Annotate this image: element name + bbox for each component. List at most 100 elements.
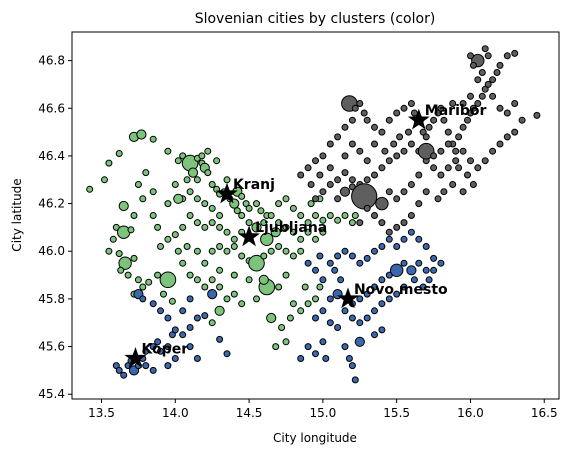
point-gray	[393, 109, 401, 117]
point-blue	[164, 362, 172, 370]
point-green	[139, 195, 147, 203]
point-green	[179, 259, 187, 267]
point-green	[275, 243, 283, 250]
point-gray	[393, 195, 401, 203]
point-green	[134, 181, 142, 188]
point-green	[319, 228, 327, 236]
city-labels: Maribor Kranj Ljubljana Novo mesto Koper	[141, 103, 486, 357]
point-blue	[407, 228, 415, 236]
point-gray	[459, 123, 467, 131]
point-blue	[115, 366, 123, 374]
point-green	[238, 252, 246, 260]
point-gray	[385, 228, 393, 236]
point-blue	[304, 343, 312, 351]
point-green	[105, 247, 113, 255]
point-gray	[371, 123, 378, 131]
point-gray	[440, 188, 448, 196]
point-blue	[322, 355, 330, 362]
point-blue	[312, 314, 319, 322]
point-green	[208, 276, 216, 284]
point-gray	[375, 196, 389, 211]
point-gray	[417, 142, 435, 160]
point-blue	[297, 355, 305, 362]
point-blue	[410, 276, 418, 284]
x-tick-label: 14.5	[236, 406, 263, 420]
point-green	[142, 169, 150, 177]
point-green	[245, 219, 253, 227]
point-blue	[400, 235, 408, 243]
point-blue	[422, 243, 430, 250]
point-green	[213, 157, 221, 165]
point-blue	[371, 331, 378, 339]
point-gray	[351, 104, 359, 112]
point-gray	[444, 164, 452, 172]
point-gray	[449, 100, 457, 107]
point-green	[258, 274, 269, 285]
point-gray	[478, 69, 486, 76]
point-gray	[464, 171, 471, 179]
point-gray	[511, 100, 519, 107]
x-tick-label: 15.5	[383, 406, 410, 420]
point-gray	[511, 128, 519, 136]
x-axis: 13.5 14.0 14.5 15.0 15.5 16.0 16.5	[88, 399, 558, 420]
point-blue	[430, 266, 438, 274]
point-blue	[179, 331, 187, 339]
point-green	[154, 271, 162, 279]
point-green	[115, 150, 123, 157]
point-blue	[348, 252, 356, 260]
point-green	[307, 200, 315, 208]
y-tick-label: 45.4	[38, 387, 65, 401]
point-blue	[331, 266, 339, 274]
point-green	[312, 212, 319, 219]
point-green	[105, 159, 113, 167]
point-green	[201, 259, 209, 267]
point-green	[304, 228, 312, 236]
point-green	[208, 181, 216, 188]
point-gray	[304, 164, 312, 172]
point-gray	[493, 69, 501, 76]
point-blue	[186, 324, 194, 331]
point-gray	[393, 152, 401, 160]
point-green	[208, 204, 216, 212]
point-gray	[407, 140, 415, 148]
point-green	[179, 223, 187, 231]
point-green	[216, 223, 224, 231]
point-gray	[430, 116, 438, 124]
point-blue	[326, 295, 334, 303]
point-green	[164, 147, 172, 155]
point-gray	[481, 45, 489, 53]
x-tick-label: 13.5	[88, 406, 115, 420]
point-blue	[356, 319, 364, 327]
point-gray	[385, 116, 393, 124]
point-gray	[396, 133, 404, 141]
point-green	[304, 300, 312, 308]
point-gray	[464, 116, 471, 124]
point-gray	[437, 104, 445, 112]
point-gray	[378, 128, 386, 136]
y-tick-label: 46.4	[38, 149, 65, 163]
point-green	[341, 212, 349, 219]
point-green	[230, 243, 238, 250]
point-green	[186, 188, 194, 196]
point-blue	[415, 235, 423, 243]
point-blue	[400, 259, 408, 267]
point-green	[174, 157, 182, 165]
point-gray	[407, 100, 415, 107]
point-green	[282, 271, 290, 279]
point-blue	[363, 314, 371, 322]
point-gray	[371, 212, 378, 219]
y-axis-title: City latitude	[10, 178, 24, 251]
point-gray	[360, 109, 368, 117]
city-label: Novo mesto	[354, 282, 448, 298]
point-gray	[422, 133, 430, 141]
x-tick-label: 15.0	[310, 406, 337, 420]
point-green	[117, 225, 131, 239]
point-blue	[149, 343, 157, 351]
point-green	[186, 271, 194, 279]
point-gray	[496, 140, 504, 148]
point-gray	[312, 157, 319, 165]
point-green	[230, 271, 238, 279]
point-blue	[393, 290, 401, 298]
point-green	[193, 247, 201, 255]
point-blue	[425, 276, 433, 284]
